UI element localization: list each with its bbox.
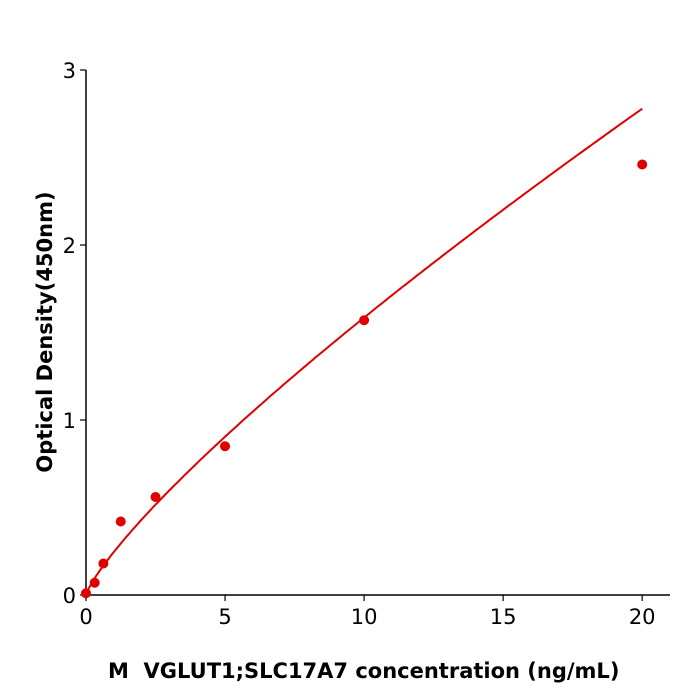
data-point [115,516,126,527]
fit-curve [85,107,643,596]
y-tick-label: 1 [63,409,76,433]
data-point [220,441,231,452]
data-point [81,588,91,599]
axes: 0 5 10 15 20 0 1 2 3 [63,59,670,629]
x-tick-label: 20 [629,605,656,629]
x-axis-label: M VGLUT1;SLC17A7 concentration (ng/mL) [108,659,619,683]
data-point [359,315,370,326]
y-axis-label: Optical Density(450nm) [33,191,57,472]
y-tick-label: 0 [63,584,76,608]
y-tick-label: 3 [63,59,76,83]
x-tick-label: 15 [490,605,517,629]
data-point [98,558,109,569]
data-points [81,159,648,599]
x-tick-label: 10 [351,605,378,629]
x-tick-label: 5 [218,605,231,629]
data-point [89,577,100,588]
y-tick-label: 2 [63,234,76,258]
x-tick-label: 0 [79,605,92,629]
fit-curve-group [85,107,643,596]
data-point [150,492,161,502]
data-point [637,159,648,170]
